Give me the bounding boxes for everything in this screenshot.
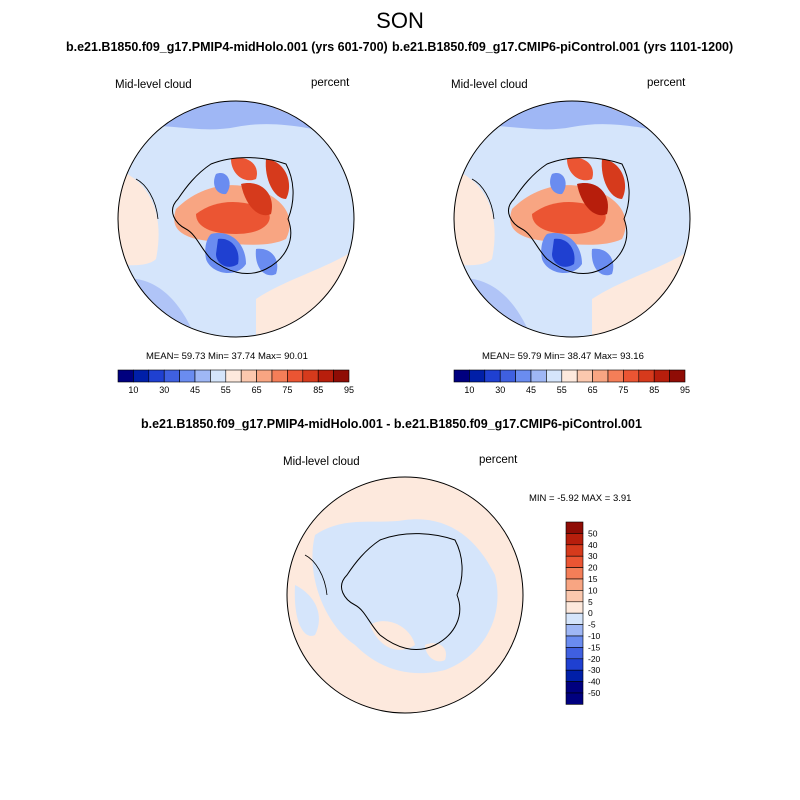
diff-colorbar-box <box>565 555 584 568</box>
panel2-colorbar-box <box>453 369 470 383</box>
panel2-colorbar-box <box>561 369 578 383</box>
panel1-colorbar-tick-label: 10 <box>128 385 138 395</box>
diff-colorbar-box <box>565 647 584 660</box>
panel2-colorbar-box <box>638 369 655 383</box>
diff-colorbar-tick-label: -30 <box>588 665 601 675</box>
panel1-colorbar-box <box>117 369 134 383</box>
diff-colorbar-box <box>565 590 584 603</box>
panel1-colorbar-box <box>163 369 180 383</box>
panel2-stats: MEAN= 59.79 Min= 38.47 Max= 93.16 <box>482 351 644 362</box>
panel2-colorbar-tick-label: 85 <box>649 385 659 395</box>
panel1-colorbar-box <box>133 369 150 383</box>
diff-colorbar-tick-label: 50 <box>588 528 598 538</box>
diff-colorbar-box <box>565 681 584 694</box>
panel2-colorbar: 10 30 45 55 65 75 85 95 <box>453 369 690 395</box>
diff-colorbar-tick-label: 20 <box>588 563 598 573</box>
panel1-colorbar-box <box>333 369 350 383</box>
panel2-polar-map <box>453 100 691 338</box>
diff-units-label: percent <box>479 454 518 466</box>
panel1-colorbar-tick-label: 95 <box>344 385 354 395</box>
panel1-units-label: percent <box>311 77 350 89</box>
diff-colorbar-tick-label: -20 <box>588 654 601 664</box>
diff-colorbar-box <box>565 544 584 557</box>
panel2-colorbar-tick-label: 10 <box>464 385 474 395</box>
diff-colorbar-box <box>565 601 584 614</box>
panel1-colorbar-box <box>317 369 334 383</box>
panel2-colorbar-box <box>607 369 624 383</box>
panel1-colorbar-tick-label: 65 <box>252 385 262 395</box>
panel1-colorbar-tick-label: 45 <box>190 385 200 395</box>
diff-polar-map <box>286 476 524 714</box>
panel2-colorbar-box <box>653 369 670 383</box>
diff-colorbar-box <box>565 533 584 546</box>
panel1-colorbar-box <box>256 369 273 383</box>
diff-colorbar-box <box>565 567 584 580</box>
panel1-colorbar-box <box>240 369 257 383</box>
diff-colorbar-box <box>565 669 584 682</box>
diff-colorbar-box <box>565 521 584 534</box>
diff-colorbar-box <box>565 578 584 591</box>
panel1-colorbar-tick-label: 55 <box>221 385 231 395</box>
panel2-colorbar-box <box>499 369 516 383</box>
panel2-colorbar-tick-label: 45 <box>526 385 536 395</box>
panel1-colorbar-box <box>210 369 227 383</box>
panel1-title: b.e21.B1850.f09_g17.PMIP4-midHolo.001 (y… <box>66 40 388 54</box>
panel1-colorbar-box <box>148 369 165 383</box>
diff-colorbar-box <box>565 635 584 648</box>
diff-colorbar-box <box>565 658 584 671</box>
panel2-colorbar-box <box>546 369 563 383</box>
diff-colorbar-tick-label: -10 <box>588 631 601 641</box>
panel1-colorbar-box <box>271 369 288 383</box>
diff-stats: MIN = -5.92 MAX = 3.91 <box>529 493 632 504</box>
panel2-colorbar-box <box>484 369 501 383</box>
panel2-variable-label: Mid-level cloud <box>451 79 528 91</box>
panel1-colorbar-box <box>225 369 242 383</box>
diff-colorbar-tick-label: 15 <box>588 574 598 584</box>
diff-colorbar-tick-label: 10 <box>588 585 598 595</box>
diff-colorbar-tick-label: 0 <box>588 608 593 618</box>
diff-colorbar-box <box>565 692 584 705</box>
panel2-colorbar-tick-label: 30 <box>495 385 505 395</box>
panel2-colorbar-box <box>576 369 593 383</box>
panel2-colorbar-tick-label: 65 <box>588 385 598 395</box>
diff-colorbar-tick-label: -50 <box>588 688 601 698</box>
panel2-colorbar-box <box>469 369 486 383</box>
panel1-colorbar-box <box>287 369 304 383</box>
diff-colorbar-tick-label: 40 <box>588 540 598 550</box>
diff-colorbar-box <box>565 612 584 625</box>
panel2-colorbar-tick-label: 95 <box>680 385 690 395</box>
diff-colorbar-tick-label: -40 <box>588 677 601 687</box>
panel1-colorbar-tick-label: 75 <box>282 385 292 395</box>
diff-colorbar-tick-label: -5 <box>588 620 596 630</box>
panel1-variable-label: Mid-level cloud <box>115 79 192 91</box>
diff-colorbar-tick-label: -15 <box>588 642 601 652</box>
panel2-colorbar-box <box>515 369 532 383</box>
panel2-colorbar-box <box>530 369 547 383</box>
diff-colorbar-box <box>565 624 584 637</box>
panel1-colorbar: 10 30 45 55 65 75 85 95 <box>117 369 354 395</box>
diff-colorbar-tick-label: 30 <box>588 551 598 561</box>
panel2-colorbar-tick-label: 55 <box>557 385 567 395</box>
panel2-colorbar-box <box>592 369 609 383</box>
panel1-stats: MEAN= 59.73 Min= 37.74 Max= 90.01 <box>146 351 308 362</box>
diff-colorbar-tick-label: 5 <box>588 597 593 607</box>
panel2-title: b.e21.B1850.f09_g17.CMIP6-piControl.001 … <box>392 40 734 54</box>
diff-title: b.e21.B1850.f09_g17.PMIP4-midHolo.001 - … <box>141 417 642 431</box>
diff-variable-label: Mid-level cloud <box>283 456 360 468</box>
panel1-colorbar-tick-label: 85 <box>313 385 323 395</box>
panel2-colorbar-tick-label: 75 <box>618 385 628 395</box>
season-title: SON <box>376 8 424 33</box>
panel1-colorbar-box <box>302 369 319 383</box>
panel2-colorbar-box <box>669 369 686 383</box>
panel2-units-label: percent <box>647 77 686 89</box>
panel2-colorbar-box <box>623 369 640 383</box>
panel1-colorbar-box <box>194 369 211 383</box>
panel1-colorbar-tick-label: 30 <box>159 385 169 395</box>
panel1-polar-map <box>117 100 355 338</box>
panel1-colorbar-box <box>179 369 196 383</box>
